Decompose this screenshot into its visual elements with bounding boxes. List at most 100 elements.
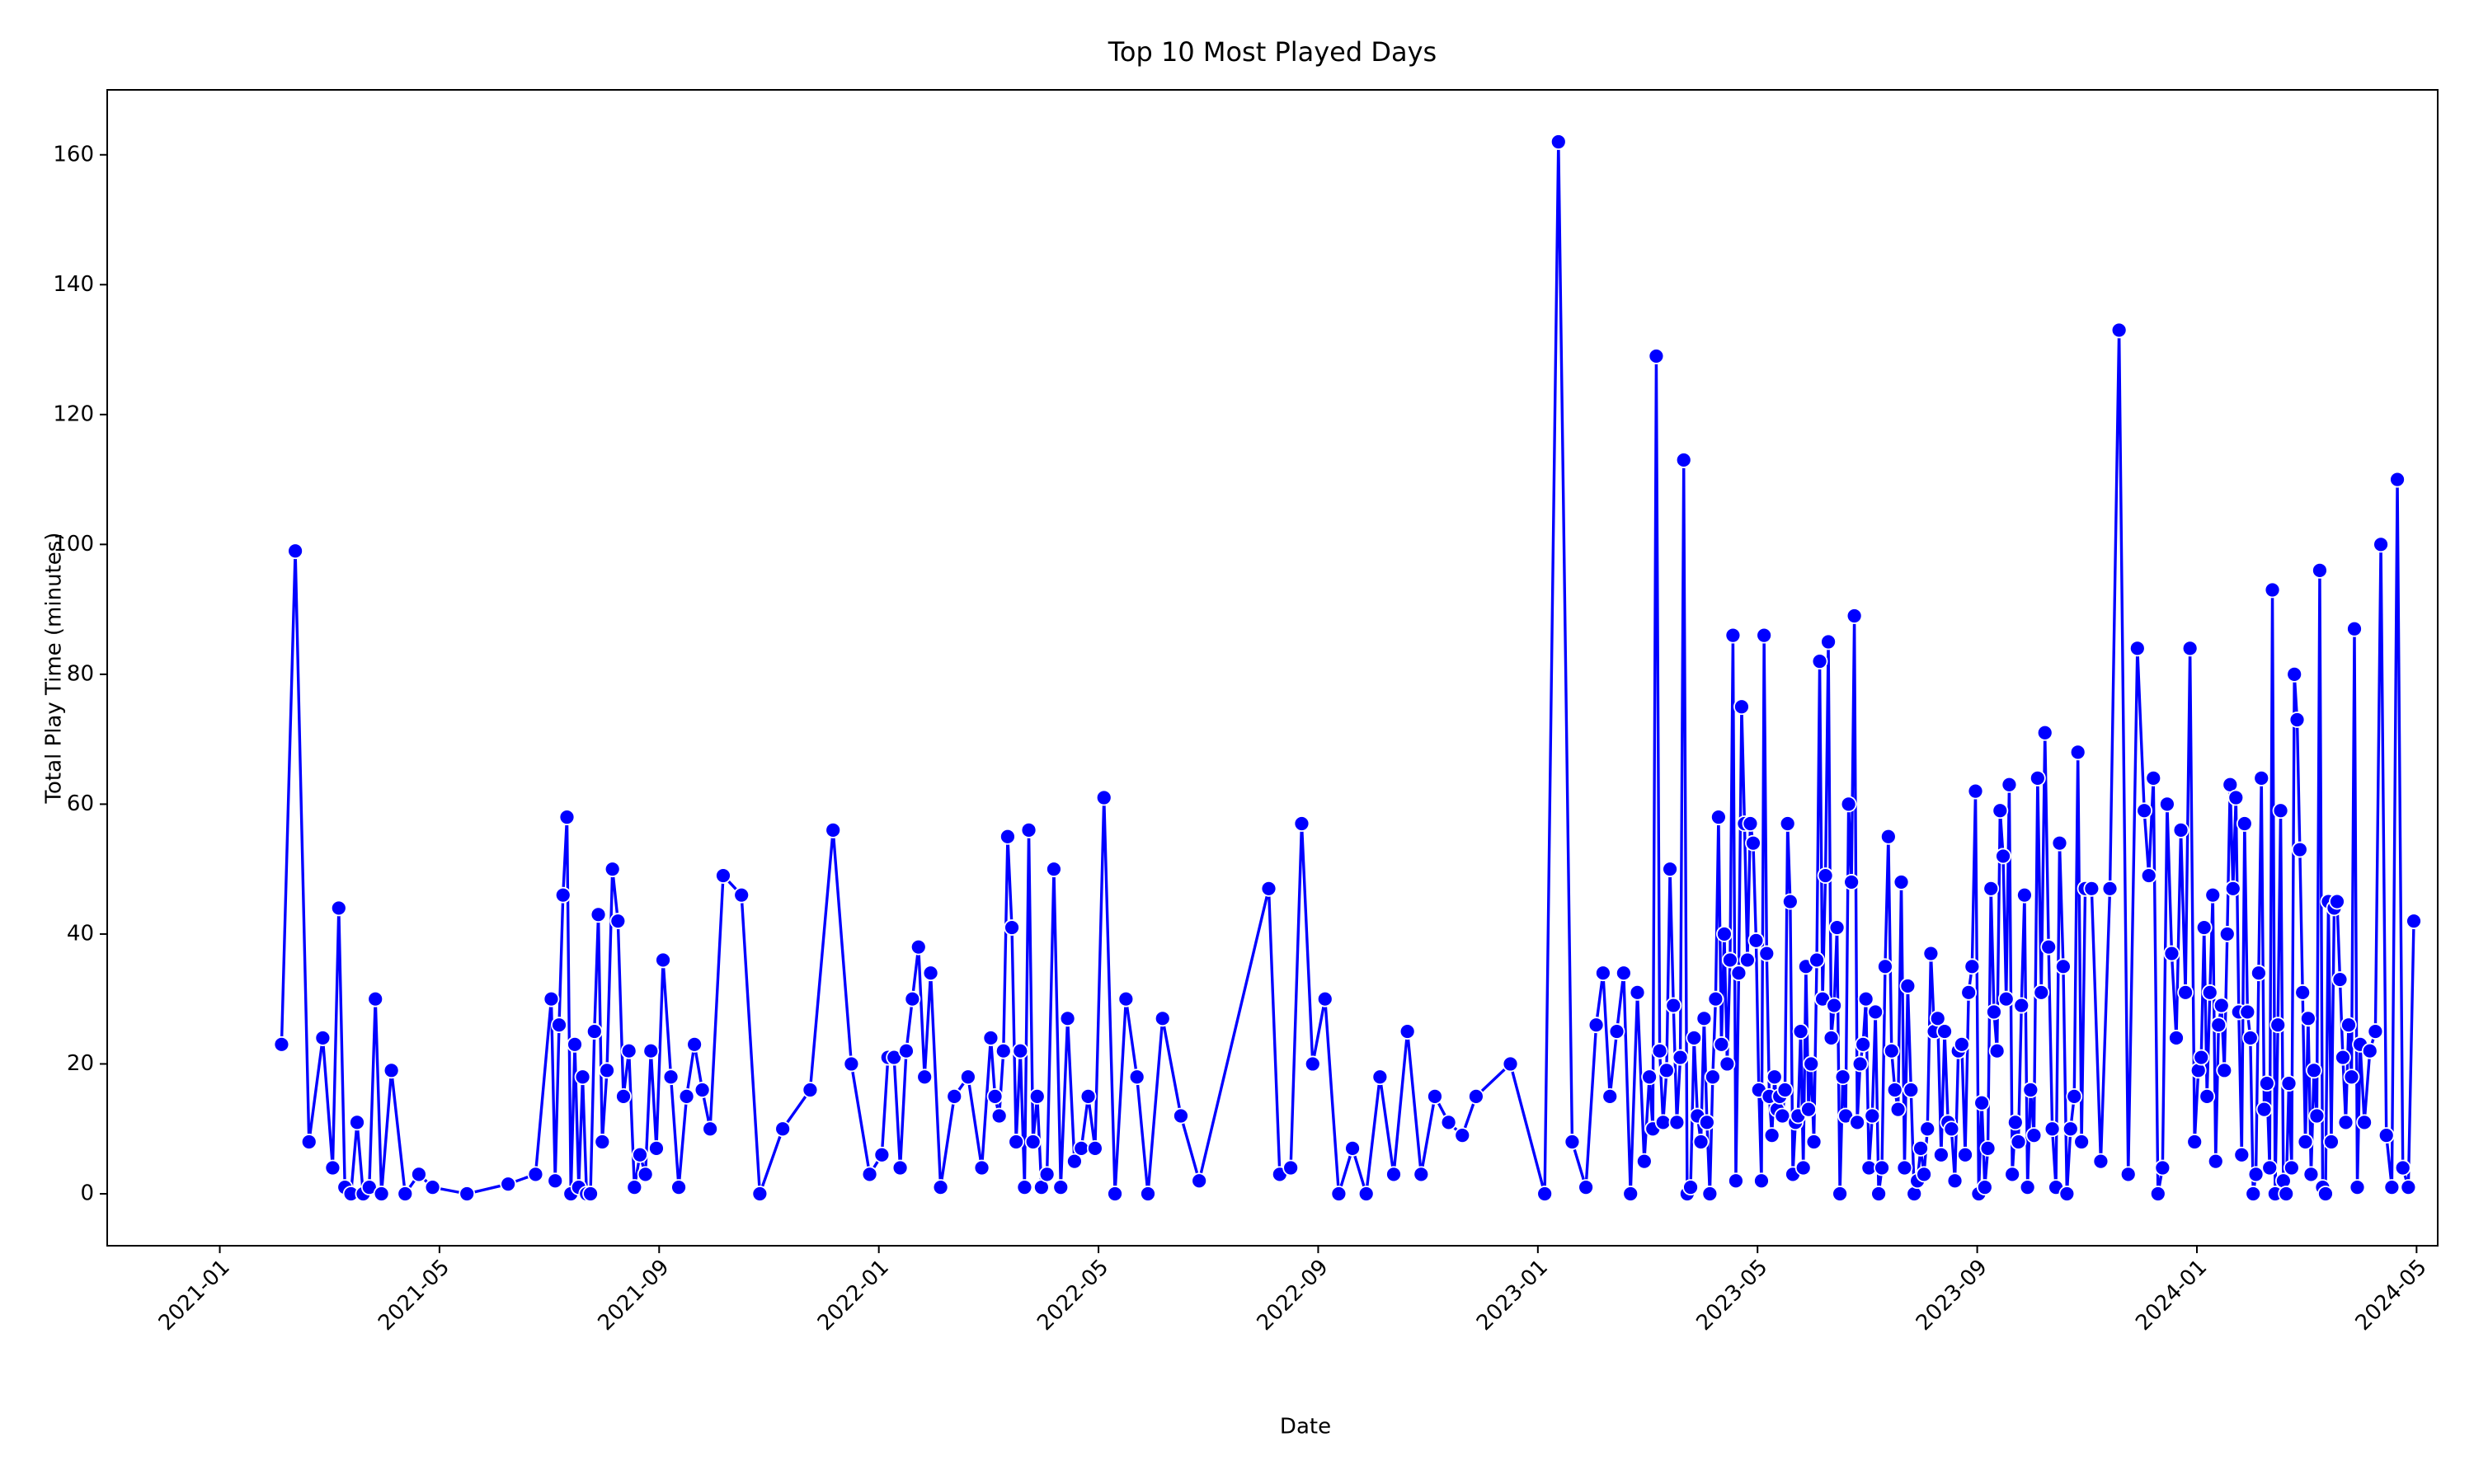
data-point: [2073, 1134, 2091, 1150]
x-axis-label: Date: [1280, 1415, 1331, 1439]
data-point: [1982, 880, 2000, 897]
y-tick-label: 20: [67, 1051, 94, 1076]
data-point: [1730, 965, 1747, 982]
data-point: [1903, 1082, 1920, 1098]
data-point: [1979, 1139, 1997, 1157]
data-point: [2302, 1166, 2320, 1183]
data-point: [626, 1179, 643, 1196]
data-point: [959, 1068, 976, 1086]
data-point: [2300, 1010, 2316, 1027]
data-point: [715, 867, 731, 884]
data-point: [1641, 1068, 1658, 1086]
data-point: [2349, 1179, 2366, 1196]
y-tick-label: 160: [53, 142, 94, 167]
data-point: [1550, 134, 1567, 150]
data-point: [1976, 1179, 1993, 1196]
data-point: [620, 1042, 637, 1059]
data-point: [1946, 1172, 1964, 1190]
data-point: [2378, 1127, 2395, 1144]
data-point: [1564, 1134, 1581, 1150]
data-point: [1828, 919, 1846, 936]
data-point: [1701, 1186, 1719, 1202]
y-tick-label: 80: [67, 661, 94, 686]
data-point: [2247, 1166, 2265, 1183]
data-point: [843, 1055, 860, 1073]
data-point: [946, 1087, 963, 1105]
data-point: [2278, 1186, 2295, 1202]
data-point: [1079, 1087, 1097, 1105]
data-point: [2204, 886, 2222, 904]
data-point: [2297, 1134, 2314, 1150]
data-point: [2216, 1062, 2233, 1079]
data-point: [2283, 1159, 2300, 1176]
data-point: [1073, 1139, 1090, 1157]
data-point: [367, 990, 384, 1007]
data-point: [2280, 1075, 2298, 1092]
data-point: [1843, 874, 1860, 890]
data-point: [2181, 640, 2199, 657]
data-point: [2193, 1049, 2210, 1066]
data-point: [1967, 782, 1984, 800]
data-point: [1781, 893, 1799, 910]
data-point: [982, 1030, 999, 1046]
data-point: [1004, 919, 1020, 936]
data-point: [373, 1186, 390, 1202]
data-point: [1578, 1179, 1594, 1196]
data-point: [2154, 1159, 2171, 1176]
data-point: [1454, 1127, 1471, 1144]
data-point: [1960, 984, 1978, 1001]
data-point: [1635, 1153, 1653, 1170]
data-point: [1943, 1120, 1960, 1138]
data-point: [1724, 627, 1742, 644]
data-point: [1733, 698, 1750, 716]
data-point: [1675, 452, 1692, 468]
data-point: [1867, 1003, 1884, 1021]
data-point: [2058, 1186, 2076, 1202]
data-point: [2006, 1114, 2024, 1131]
data-point: [1794, 1159, 1812, 1176]
data-point: [1763, 1127, 1780, 1144]
data-point: [2312, 561, 2328, 579]
data-point: [774, 1120, 792, 1138]
data-point: [1932, 1146, 1950, 1163]
y-tick-label: 40: [67, 921, 94, 946]
data-point: [2389, 471, 2406, 488]
data-point: [2340, 1017, 2357, 1034]
data-point: [1191, 1172, 1208, 1190]
data-point: [861, 1166, 878, 1183]
data-point: [2163, 945, 2180, 962]
data-point: [2373, 536, 2389, 553]
data-point: [1602, 1087, 1619, 1105]
data-point: [2040, 938, 2058, 956]
data-point: [1936, 1023, 1953, 1040]
data-point: [599, 1062, 615, 1079]
data-point: [1399, 1023, 1416, 1040]
y-tick-label: 120: [53, 402, 94, 426]
data-point: [2335, 1049, 2351, 1066]
data-point: [1722, 951, 1738, 969]
data-point: [1698, 1114, 1715, 1131]
data-point: [2233, 1146, 2251, 1163]
data-point: [551, 1017, 567, 1034]
data-point: [1792, 1023, 1809, 1040]
data-point: [582, 1186, 599, 1202]
data-point: [1140, 1186, 1156, 1202]
data-point: [330, 899, 347, 917]
data-point: [547, 1172, 564, 1190]
data-point: [1964, 958, 1981, 975]
data-point: [2253, 769, 2270, 787]
data-point: [1020, 822, 1037, 838]
data-point: [397, 1186, 414, 1202]
data-point: [2119, 1166, 2137, 1183]
data-point: [825, 822, 842, 838]
data-point: [2261, 1159, 2279, 1176]
data-point: [2337, 1114, 2354, 1131]
data-point: [751, 1186, 769, 1202]
data-point: [2236, 815, 2253, 832]
data-point: [1704, 1068, 1721, 1086]
data-point: [1686, 1030, 1703, 1046]
plot-frame: [106, 89, 2439, 1247]
data-point: [2044, 1120, 2061, 1138]
data-point: [2218, 926, 2236, 942]
data-point: [2343, 1068, 2360, 1086]
